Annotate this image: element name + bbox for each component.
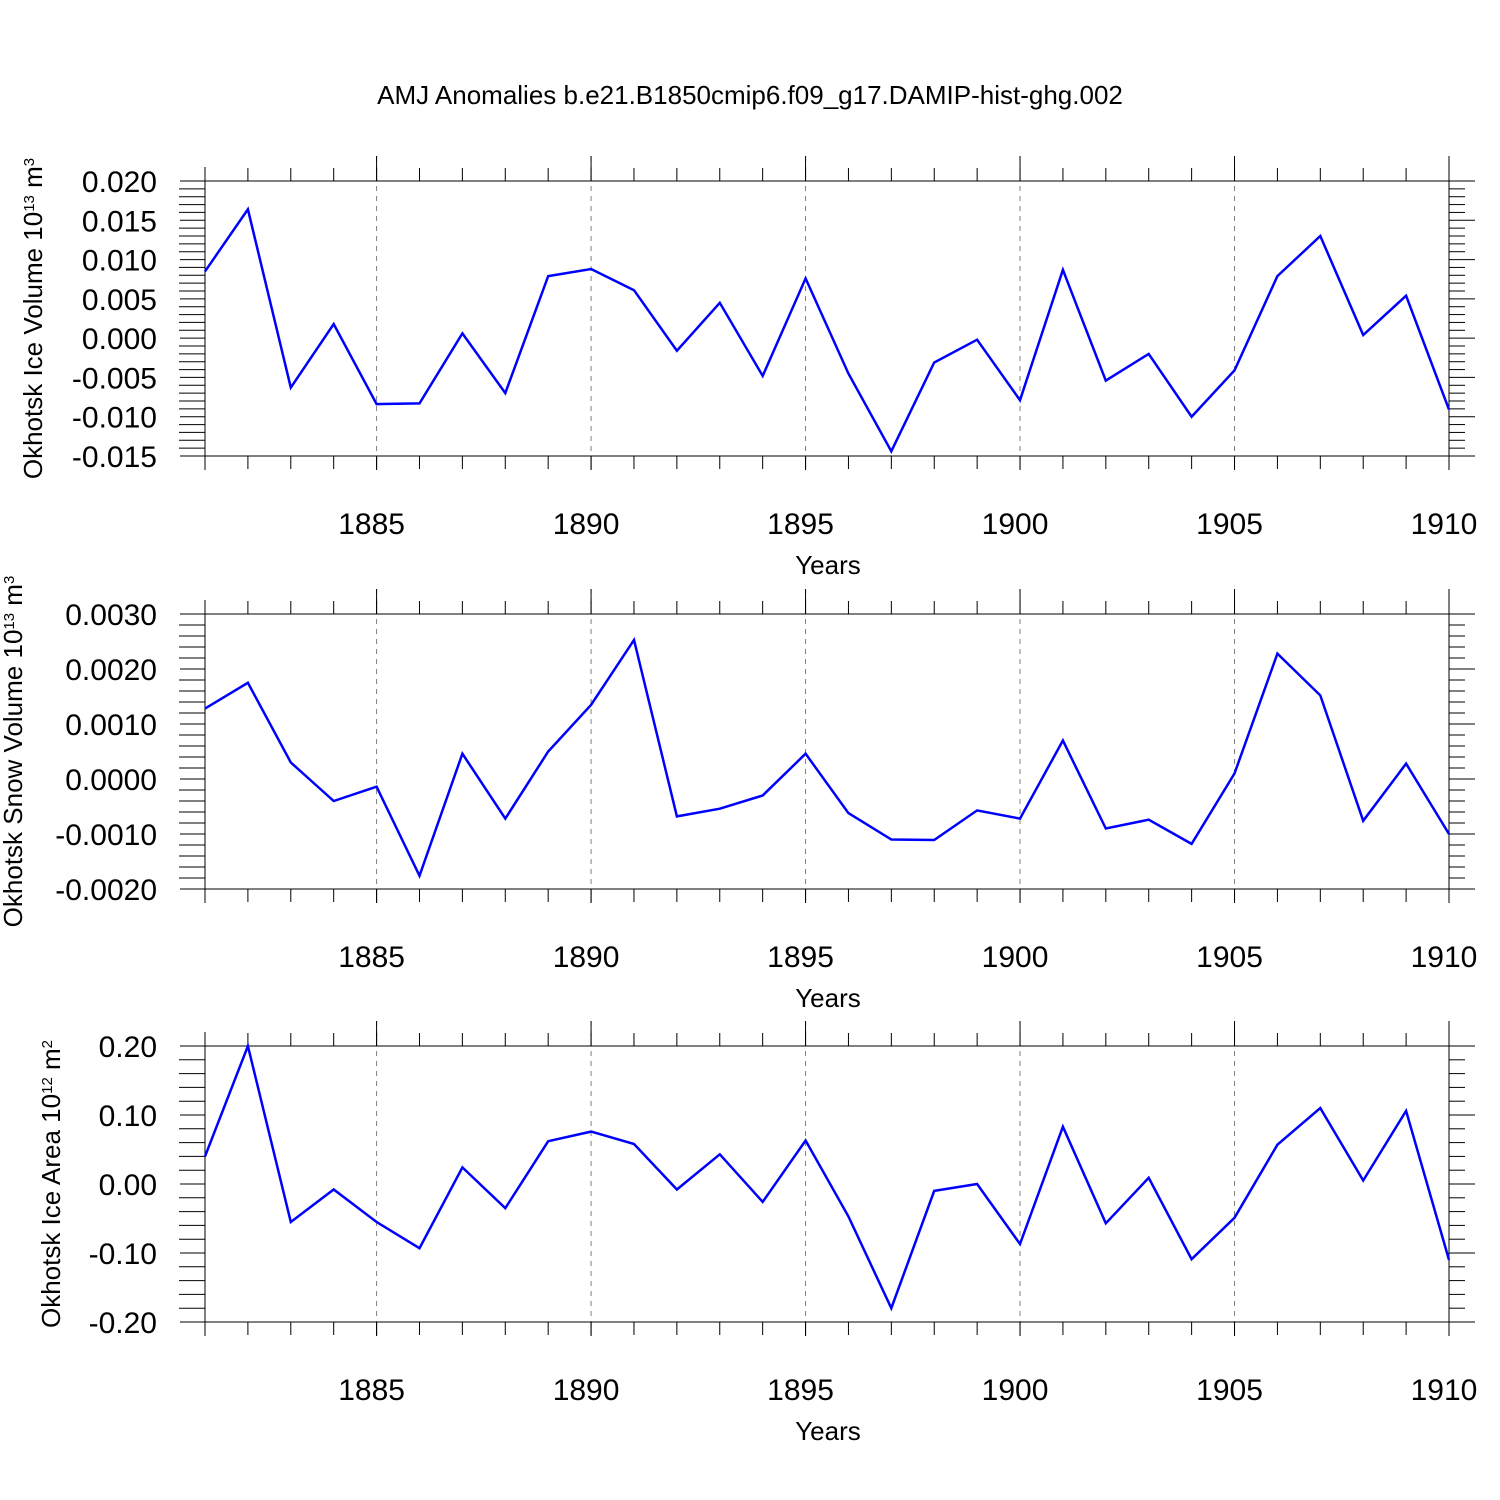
y-tick-label: -0.005 bbox=[72, 362, 157, 395]
panels: 0.020 0.015 0.010 0.005 0.000 -0.005 -0.010 -0.… bbox=[0, 156, 1477, 1446]
x-tick-label: 1905 bbox=[1196, 1374, 1263, 1407]
y-tick-label: -0.10 bbox=[89, 1238, 157, 1271]
y-tick-label: 0.005 bbox=[82, 284, 157, 317]
y-axis-label-exponent: 12 bbox=[39, 1077, 56, 1094]
x-tick-label: 1890 bbox=[553, 1374, 620, 1407]
y-tick-label: 0.10 bbox=[99, 1100, 157, 1133]
series-line bbox=[203, 206, 1451, 455]
x-tick-label: 1900 bbox=[982, 941, 1049, 974]
y-axis-label-unit: m bbox=[18, 166, 48, 195]
x-axis-label: Years bbox=[795, 550, 861, 580]
y-tick-label: -0.015 bbox=[72, 441, 157, 474]
x-tick-label: 1895 bbox=[767, 941, 834, 974]
y-tick-label: 0.0030 bbox=[65, 599, 157, 632]
panel-3: 0.20 0.10 0.00 -0.10 -0.20 1885 1890 1895 1900 19… bbox=[36, 1021, 1477, 1446]
y-axis-label-unit: m bbox=[36, 1048, 66, 1077]
x-axis-label: Years bbox=[795, 1416, 861, 1446]
x-tick-label: 1905 bbox=[1196, 941, 1263, 974]
y-axis-label-unit-exponent: 3 bbox=[1, 576, 18, 584]
y-tick-label: -0.010 bbox=[72, 402, 157, 435]
y-axis-label-text: Okhotsk Ice Area 10 bbox=[36, 1094, 66, 1328]
y-axis-label-unit-exponent: 2 bbox=[39, 1040, 56, 1048]
x-tick-label: 1885 bbox=[338, 508, 405, 541]
y-tick-label: -0.0010 bbox=[55, 819, 157, 852]
x-tick-label: 1895 bbox=[767, 508, 834, 541]
y-tick-label: 0.0010 bbox=[65, 709, 157, 742]
y-axis-label-text: Okhotsk Snow Volume 10 bbox=[0, 630, 28, 928]
y-axis-label: Okhotsk Ice Volume 1013 m3 bbox=[18, 158, 48, 479]
y-tick-label: 0.00 bbox=[99, 1169, 157, 1202]
figure-title: AMJ Anomalies b.e21.B1850cmip6.f09_g17.D… bbox=[377, 80, 1123, 110]
x-tick-label: 1910 bbox=[1411, 941, 1478, 974]
series-line bbox=[204, 636, 1451, 880]
y-tick-label: 0.020 bbox=[82, 166, 157, 199]
x-tick-label: 1900 bbox=[982, 508, 1049, 541]
x-axis-label: Years bbox=[795, 983, 861, 1013]
y-axis-label-text: Okhotsk Ice Volume 10 bbox=[18, 212, 48, 479]
x-tick-label: 1905 bbox=[1196, 508, 1263, 541]
x-tick-label: 1895 bbox=[767, 1374, 834, 1407]
y-tick-label: 0.015 bbox=[82, 205, 157, 238]
y-tick-label: 0.010 bbox=[82, 245, 157, 278]
y-tick-label: -0.0020 bbox=[55, 874, 157, 907]
x-tick-label: 1885 bbox=[338, 941, 405, 974]
panel-2: 0.0030 0.0020 0.0010 0.0000 -0.0010 -0.0020 18… bbox=[0, 576, 1477, 1013]
y-axis-label-exponent: 13 bbox=[1, 613, 18, 630]
y-axis-label-unit: m bbox=[0, 584, 28, 613]
series-line bbox=[203, 1041, 1451, 1312]
y-tick-label: 0.0000 bbox=[65, 764, 157, 797]
x-tick-label: 1890 bbox=[553, 941, 620, 974]
y-tick-label: -0.20 bbox=[89, 1307, 157, 1340]
x-tick-label: 1890 bbox=[553, 508, 620, 541]
x-tick-label: 1910 bbox=[1411, 1374, 1478, 1407]
x-tick-label: 1885 bbox=[338, 1374, 405, 1407]
x-tick-label: 1900 bbox=[982, 1374, 1049, 1407]
y-axis-label-unit-exponent: 3 bbox=[21, 158, 38, 166]
panel-1: 0.020 0.015 0.010 0.005 0.000 -0.005 -0.010 -0.… bbox=[18, 156, 1477, 580]
y-axis-label-exponent: 13 bbox=[21, 195, 38, 212]
y-tick-label: 0.20 bbox=[99, 1031, 157, 1064]
y-axis-label: Okhotsk Ice Area 1012 m2 bbox=[36, 1040, 66, 1328]
y-tick-label: 0.0020 bbox=[65, 654, 157, 687]
y-tick-label: 0.000 bbox=[82, 323, 157, 356]
x-tick-label: 1910 bbox=[1411, 508, 1478, 541]
y-axis-label: Okhotsk Snow Volume 1013 m3 bbox=[0, 576, 28, 928]
